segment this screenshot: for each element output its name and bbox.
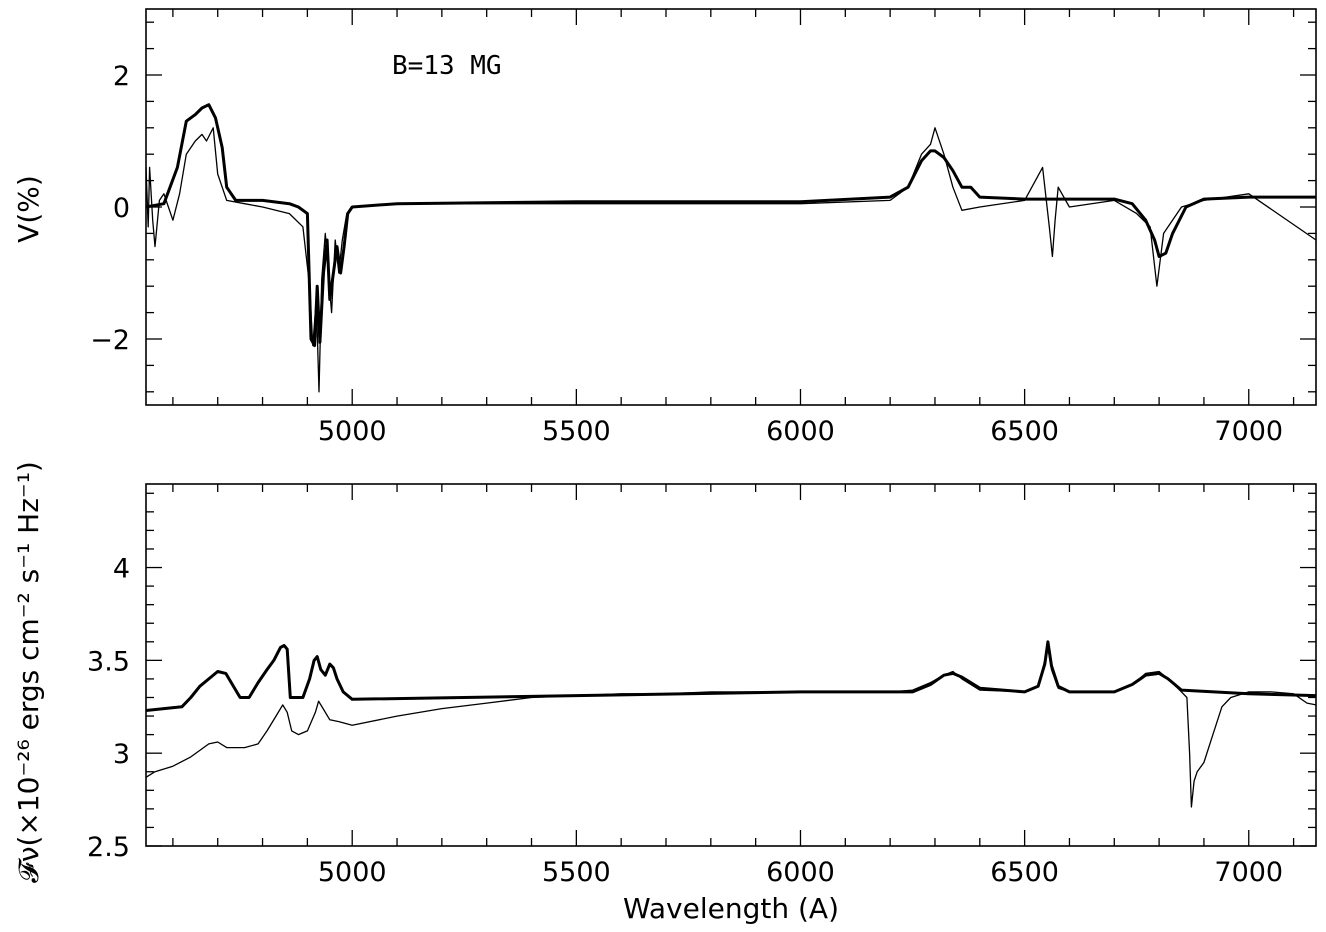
x-tick-label: 6500: [990, 857, 1059, 888]
observed-curve: [145, 646, 1317, 808]
x-tick-label: 5000: [318, 857, 387, 888]
x-tick-label: 7000: [1214, 416, 1283, 447]
y-tick-label: −2: [90, 325, 130, 356]
x-tick-label: 7000: [1214, 857, 1283, 888]
y-axis-label: 𝓕ν(×10⁻²⁶ ergs cm⁻² s⁻¹ Hz⁻¹): [12, 461, 45, 883]
y-tick-label: 2: [113, 61, 130, 92]
model-curve: [145, 640, 1317, 712]
x-tick-label: 6500: [990, 416, 1059, 447]
polarization-panel: 5000 5500 6000 6500 7000 −2 0 2 V(%) B=13 MG: [12, 8, 1317, 447]
flux-panel: 5000 5500 6000 6500 7000 2.5 3 3.5 4 𝓕ν(×10⁻²⁶ er…: [12, 461, 1317, 925]
y-tick-label: 0: [113, 193, 130, 224]
x-axis-label: Wavelength (A): [623, 892, 839, 925]
plot-frame: [145, 483, 1317, 847]
x-tick-label: 5500: [542, 857, 611, 888]
y-axis-label: V(%): [12, 175, 45, 243]
y-tick-label: 3.5: [87, 646, 130, 677]
y-tick-label: 2.5: [87, 832, 130, 863]
x-tick-label: 6000: [766, 857, 835, 888]
y-tick-label: 3: [113, 739, 130, 770]
x-tick-label: 5500: [542, 416, 611, 447]
x-tick-label: 5000: [318, 416, 387, 447]
x-tick-label: 6000: [766, 416, 835, 447]
observed-curve: [145, 127, 1317, 393]
y-tick-label: 4: [113, 554, 130, 585]
plot-frame: [145, 8, 1317, 406]
field-strength-annotation: B=13 MG: [392, 51, 502, 81]
